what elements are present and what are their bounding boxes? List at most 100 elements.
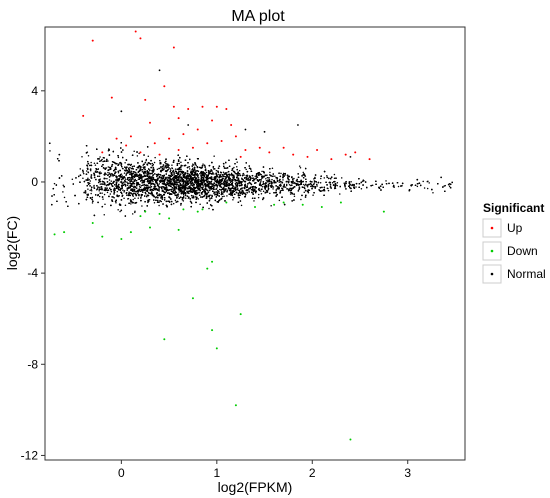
normal-point	[133, 188, 136, 191]
normal-point	[151, 162, 154, 165]
normal-point	[217, 184, 220, 186]
normal-point	[133, 192, 135, 195]
normal-point	[124, 162, 126, 164]
normal-point	[53, 182, 56, 185]
normal-point	[303, 191, 305, 194]
normal-point	[158, 167, 160, 170]
normal-point	[91, 202, 94, 204]
normal-point	[107, 166, 110, 168]
normal-point	[178, 162, 180, 165]
normal-point	[243, 174, 245, 176]
normal-point	[100, 172, 103, 174]
normal-point	[272, 186, 275, 188]
normal-point	[289, 193, 292, 195]
normal-point	[91, 196, 94, 199]
normal-point	[178, 191, 180, 193]
normal-point	[153, 202, 156, 204]
normal-point	[115, 201, 117, 204]
normal-point	[82, 177, 84, 179]
normal-point	[218, 173, 220, 176]
normal-point	[261, 170, 263, 173]
plot-panel	[44, 26, 466, 461]
normal-point	[278, 181, 280, 183]
normal-point	[176, 185, 178, 187]
normal-point	[105, 184, 108, 187]
normal-point	[131, 165, 134, 168]
normal-point	[93, 162, 96, 164]
normal-point	[242, 179, 245, 181]
normal-point	[164, 161, 166, 164]
normal-point	[234, 189, 237, 192]
normal-point	[89, 180, 92, 182]
normal-point	[171, 188, 173, 191]
normal-point	[106, 177, 108, 180]
normal-point	[216, 178, 219, 181]
normal-point	[284, 174, 286, 176]
normal-point	[427, 180, 429, 182]
normal-point	[293, 195, 296, 198]
normal-point	[163, 167, 165, 169]
normal-point	[93, 184, 95, 187]
normal-point	[264, 188, 267, 190]
normal-point	[260, 192, 263, 195]
normal-point	[62, 191, 64, 193]
normal-point	[320, 177, 322, 180]
normal-point	[151, 172, 153, 174]
normal-point	[130, 188, 132, 190]
normal-point	[293, 177, 295, 180]
normal-point	[300, 198, 302, 201]
normal-point	[153, 168, 155, 170]
normal-point	[90, 192, 92, 195]
normal-point	[220, 186, 223, 189]
normal-point	[269, 171, 271, 174]
normal-point	[258, 193, 260, 196]
normal-point	[179, 177, 182, 179]
normal-point	[122, 189, 124, 191]
normal-point	[343, 182, 345, 184]
normal-point	[195, 164, 197, 167]
normal-point	[98, 195, 101, 198]
normal-point	[82, 172, 85, 175]
normal-point	[145, 172, 147, 174]
normal-point	[152, 163, 155, 166]
normal-point	[87, 177, 89, 180]
normal-point	[258, 184, 261, 187]
normal-point	[90, 188, 93, 190]
normal-point	[422, 180, 424, 183]
normal-point	[184, 197, 187, 199]
normal-point	[101, 192, 103, 194]
normal-point	[90, 189, 93, 192]
normal-point	[270, 204, 272, 207]
normal-point	[199, 172, 201, 175]
normal-point	[208, 189, 211, 192]
normal-point	[166, 178, 168, 181]
normal-point	[302, 171, 305, 174]
normal-point	[432, 191, 434, 194]
normal-point	[313, 182, 316, 184]
normal-point	[192, 167, 194, 170]
normal-point	[105, 173, 107, 176]
normal-point	[289, 191, 292, 193]
normal-point	[123, 181, 125, 184]
normal-point	[326, 175, 328, 177]
normal-point	[119, 181, 122, 183]
normal-point	[319, 181, 322, 184]
normal-point	[145, 159, 147, 162]
normal-point	[265, 180, 268, 182]
normal-point	[143, 167, 145, 170]
normal-point	[448, 185, 451, 187]
normal-point	[110, 180, 113, 182]
normal-point	[278, 199, 281, 202]
normal-point	[226, 195, 228, 197]
normal-point	[128, 163, 131, 166]
normal-point	[350, 180, 352, 183]
normal-point	[235, 165, 238, 168]
normal-point	[345, 180, 347, 183]
normal-point	[288, 184, 291, 186]
normal-point	[214, 194, 216, 196]
normal-point	[220, 173, 222, 176]
normal-point	[87, 183, 90, 186]
normal-point	[127, 197, 130, 200]
normal-point	[251, 177, 254, 180]
normal-point	[177, 184, 180, 186]
